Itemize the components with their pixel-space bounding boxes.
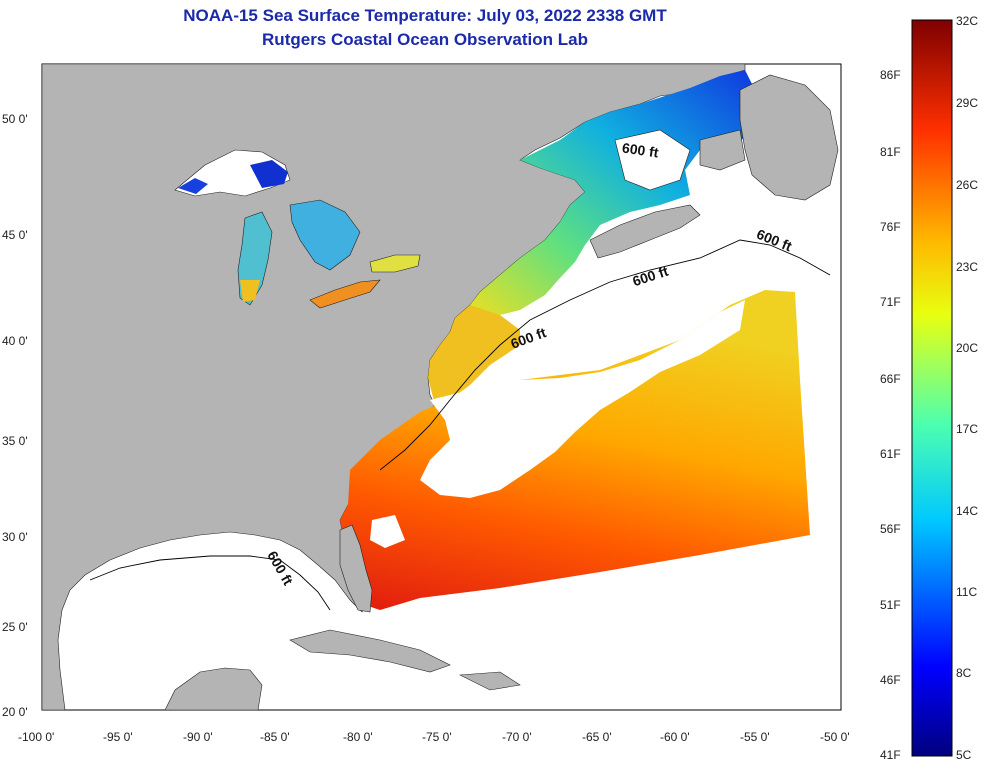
mid-atlantic-shelf [428, 305, 520, 405]
lon-tick-label: -85 0' [260, 730, 290, 744]
colorbar-c-label: 14C [956, 504, 979, 518]
colorbar-c-label: 26C [956, 178, 979, 192]
colorbar-f-label: 41F [880, 748, 901, 762]
lon-tick-label: -70 0' [502, 730, 532, 744]
colorbar-c-label: 8C [956, 666, 972, 680]
land-cuba [289, 629, 451, 673]
colorbar-f-label: 86F [880, 68, 901, 82]
land-florida [339, 524, 373, 613]
colorbar-f-label: 46F [880, 673, 901, 687]
colorbar-c-label: 11C [956, 585, 978, 599]
land-nova-scotia [589, 204, 701, 259]
colorbar-f-label: 76F [880, 220, 901, 234]
colorbar-c-label: 5C [956, 748, 972, 762]
colorbar-c-label: 17C [956, 422, 979, 436]
lon-tick-label: -80 0' [343, 730, 373, 744]
lat-tick-label: 20 0' [2, 705, 28, 719]
colorbar-f-label: 61F [880, 447, 901, 461]
lake-erie [309, 279, 381, 309]
lon-tick-label: -60 0' [660, 730, 690, 744]
land-newfoundland [739, 74, 839, 201]
lat-tick-label: 35 0' [2, 434, 28, 448]
colorbar-c-label: 20C [956, 341, 979, 355]
colorbar-c-label: 23C [956, 260, 979, 274]
lake-huron [289, 199, 361, 271]
lon-tick-label: -50 0' [820, 730, 850, 744]
colorbar-f-label: 56F [880, 522, 901, 536]
cold-water-north [470, 70, 770, 320]
colorbar-c-label: 32C [956, 14, 979, 28]
colorbar-f-label: 81F [880, 145, 901, 159]
lon-tick-label: -100 0' [18, 730, 55, 744]
colorbar-f-label: 71F [880, 295, 901, 309]
lat-tick-label: 50 0' [2, 112, 28, 126]
colorbar-c-label: 29C [956, 96, 979, 110]
map-subtitle: Rutgers Coastal Ocean Observation Lab [262, 30, 588, 49]
lon-tick-label: -55 0' [740, 730, 770, 744]
lat-tick-label: 40 0' [2, 334, 28, 348]
lon-tick-label: -95 0' [103, 730, 133, 744]
lon-tick-label: -65 0' [582, 730, 612, 744]
lon-tick-label: -90 0' [183, 730, 213, 744]
lake-ontario [369, 254, 421, 273]
map-title: NOAA-15 Sea Surface Temperature: July 03… [183, 6, 667, 25]
colorbar-f-label: 51F [880, 598, 901, 612]
lat-tick-label: 45 0' [2, 228, 28, 242]
colorbar-f-label: 66F [880, 372, 901, 386]
lat-tick-label: 25 0' [2, 620, 28, 634]
cloud-mask [420, 300, 745, 498]
lat-tick-label: 30 0' [2, 530, 28, 544]
colorbar [911, 19, 953, 757]
lon-tick-label: -75 0' [422, 730, 452, 744]
sst-swath [340, 290, 810, 610]
land-yucatan [164, 667, 263, 710]
